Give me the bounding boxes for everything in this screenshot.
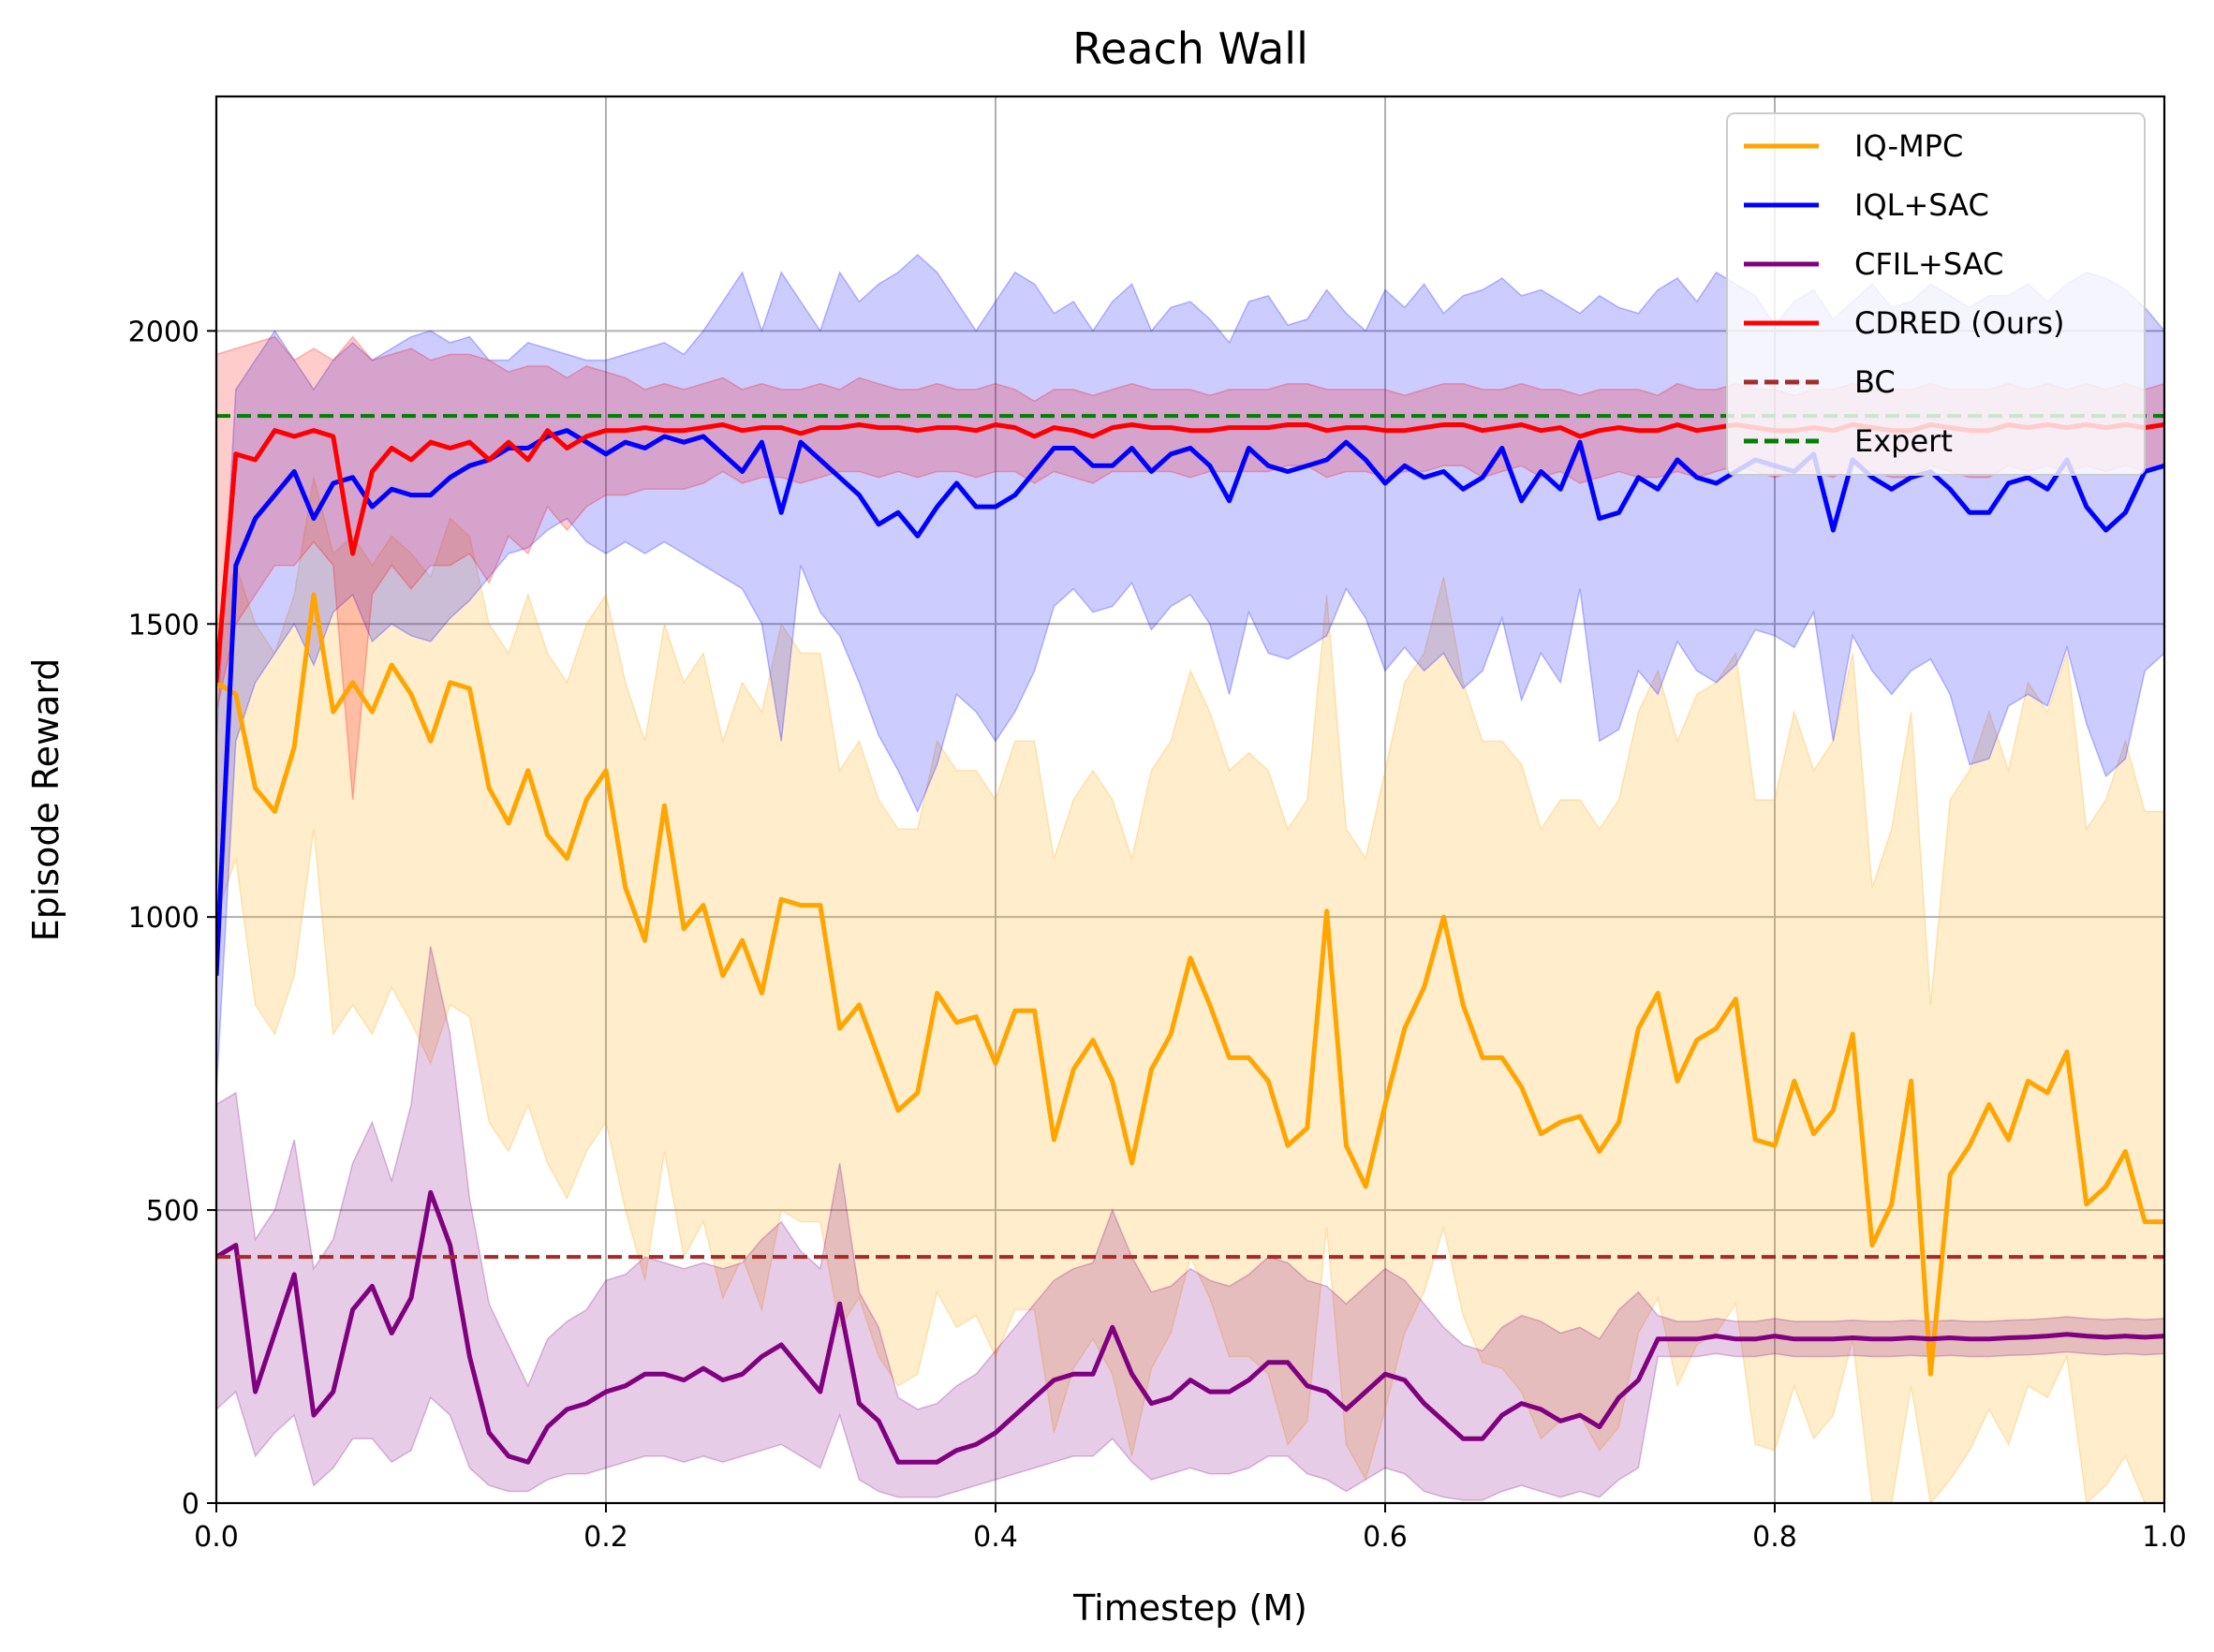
x-tick-label: 0.6 [1363, 1521, 1408, 1554]
x-tick-label: 0.4 [973, 1521, 1018, 1554]
chart-title: Reach Wall [1072, 23, 1308, 74]
x-axis-ticks: 0.0 0.2 0.4 0.6 0.8 1.0 [194, 1503, 2187, 1554]
iq-mpc-band [216, 477, 2164, 1503]
y-tick-label: 500 [146, 1195, 199, 1228]
legend-label-iq-mpc: IQ-MPC [1854, 128, 1963, 164]
y-tick-label: 2000 [128, 316, 199, 348]
plot-frame [214, 95, 2166, 1505]
y-tick-label: 0 [182, 1488, 199, 1521]
y-tick-label: 1500 [128, 609, 199, 642]
legend-box [1726, 112, 2146, 476]
x-axis-label: Timestep (M) [1072, 1587, 1307, 1629]
x-tick-label: 0.0 [194, 1521, 239, 1554]
y-axis-ticks: 0 500 1000 1500 2000 [128, 316, 216, 1521]
legend-label-bc: BC [1854, 364, 1896, 400]
legend-label-cfil-sac: CFIL+SAC [1854, 246, 2003, 282]
legend-label-cdred-ours: CDRED (Ours) [1854, 305, 2065, 341]
y-axis-label: Episode Reward [25, 658, 66, 942]
x-tick-label: 0.8 [1752, 1521, 1797, 1554]
y-tick-label: 1000 [128, 902, 199, 935]
cdred-ours-band [216, 335, 2164, 801]
legend-label-expert: Expert [1854, 423, 1953, 459]
x-tick-label: 0.2 [583, 1521, 628, 1554]
confidence-bands [216, 253, 2164, 1503]
x-tick-label: 1.0 [2142, 1521, 2187, 1554]
iq-mpc-line [216, 592, 2164, 1377]
cfil-sac-line [216, 1189, 2164, 1465]
iql-sac-band [216, 253, 2164, 1093]
legend-label-iql-sac: IQL+SAC [1854, 187, 1989, 223]
legend: IQ-MPC IQL+SAC CFIL+SAC CDRED (Ours) BC Exper… [1726, 112, 2146, 476]
cfil-sac-band [216, 946, 2164, 1501]
